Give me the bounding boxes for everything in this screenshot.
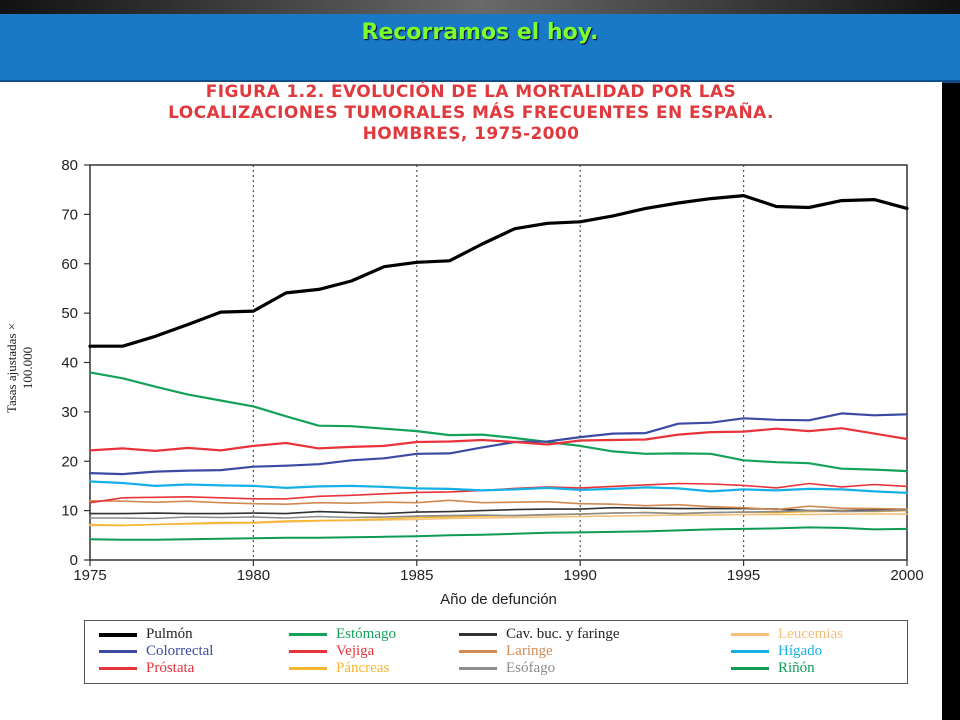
plot-frame xyxy=(89,164,908,561)
y-tick-label-0: 0 xyxy=(70,552,78,569)
series-line-6 xyxy=(88,427,909,452)
legend-label: Cav. buc. y faringe xyxy=(506,626,620,642)
legend-item-4: Leucemias xyxy=(731,626,843,643)
legend-label: Hígado xyxy=(778,643,823,659)
legend-swatch xyxy=(459,650,497,653)
series-line-12 xyxy=(89,526,908,541)
figure-title-line-1: FIGURA 1.2. EVOLUCIÓN DE LA MORTALIDAD P… xyxy=(205,82,737,102)
y-tick-label-40: 40 xyxy=(61,355,78,372)
figure-title-line-2: LOCALIZACIONES TUMORALES MÁS FRECUENTES … xyxy=(168,103,774,123)
x-axis-label: Año de defunción xyxy=(440,591,557,608)
figure-panel xyxy=(0,82,942,720)
x-tick-label-1975: 1975 xyxy=(73,567,106,584)
y-tick-label-50: 50 xyxy=(61,305,78,322)
legend-item-1: Pulmón xyxy=(99,626,193,643)
chart-legend: Pulmón Estómago Cav. buc. y faringe Leucemi… xyxy=(84,620,908,684)
slide-title: Recorramos el hoy. xyxy=(361,20,599,45)
y-tick-label-60: 60 xyxy=(61,256,78,273)
legend-swatch xyxy=(459,633,497,636)
legend-swatch xyxy=(731,633,769,636)
legend-swatch xyxy=(99,667,137,670)
legend-label: Esófago xyxy=(506,660,556,676)
legend-item-11: Esófago xyxy=(459,660,555,677)
series-line-5 xyxy=(88,412,909,476)
series-line-4 xyxy=(89,513,908,527)
legend-swatch xyxy=(731,650,769,653)
legend-label: Laringe xyxy=(506,643,553,659)
legend-item-10: Páncreas xyxy=(289,660,389,677)
legend-label: Leucemias xyxy=(778,626,843,642)
legend-item-3: Cav. buc. y faringe xyxy=(459,626,620,643)
header-banner xyxy=(0,14,960,83)
series-line-7 xyxy=(89,499,908,511)
legend-label: Estómago xyxy=(336,626,396,642)
legend-label: Colorrectal xyxy=(146,643,214,659)
legend-item-6: Vejiga xyxy=(289,643,374,660)
x-tick-label-1995: 1995 xyxy=(727,567,760,584)
figure-title: FIGURA 1.2. EVOLUCIÓN DE LA MORTALIDAD P… xyxy=(0,82,942,145)
y-tick-label-80: 80 xyxy=(61,157,78,174)
x-tick-label-1985: 1985 xyxy=(400,567,433,584)
legend-item-5: Colorrectal xyxy=(99,643,213,660)
legend-label: Páncreas xyxy=(336,660,390,676)
legend-item-12: Riñón xyxy=(731,660,815,677)
x-tick-label-2000: 2000 xyxy=(890,567,923,584)
top-gradient-bar xyxy=(0,0,960,14)
x-tick-label-1980: 1980 xyxy=(237,567,270,584)
y-tick-label-10: 10 xyxy=(61,503,78,520)
figure-title-line-3: HOMBRES, 1975-2000 xyxy=(362,124,580,144)
legend-item-7: Laringe xyxy=(459,643,553,660)
legend-label: Pulmón xyxy=(146,626,193,642)
series-line-2 xyxy=(88,371,909,473)
legend-swatch xyxy=(289,633,327,636)
y-axis-label: Tasas ajustadas × 100.000 xyxy=(4,322,35,414)
legend-label: Riñón xyxy=(778,660,815,676)
legend-item-2: Estómago xyxy=(289,626,396,643)
legend-swatch xyxy=(289,667,327,670)
legend-label: Vejiga xyxy=(336,643,375,659)
series-line-1 xyxy=(88,194,909,348)
y-tick-label-30: 30 xyxy=(61,404,78,421)
series-line-11 xyxy=(89,509,908,520)
y-tick-label-70: 70 xyxy=(61,206,78,223)
series-line-9 xyxy=(89,482,908,504)
legend-swatch xyxy=(99,632,137,637)
legend-swatch xyxy=(99,650,137,653)
y-tick-label-20: 20 xyxy=(61,453,78,470)
legend-item-8: Hígado xyxy=(731,643,822,660)
legend-swatch xyxy=(459,667,497,670)
x-tick-label-1990: 1990 xyxy=(564,567,597,584)
legend-swatch xyxy=(731,667,769,670)
legend-label: Próstata xyxy=(146,660,195,676)
legend-swatch xyxy=(289,650,327,653)
series-line-8 xyxy=(88,480,909,494)
legend-item-9: Próstata xyxy=(99,660,194,677)
